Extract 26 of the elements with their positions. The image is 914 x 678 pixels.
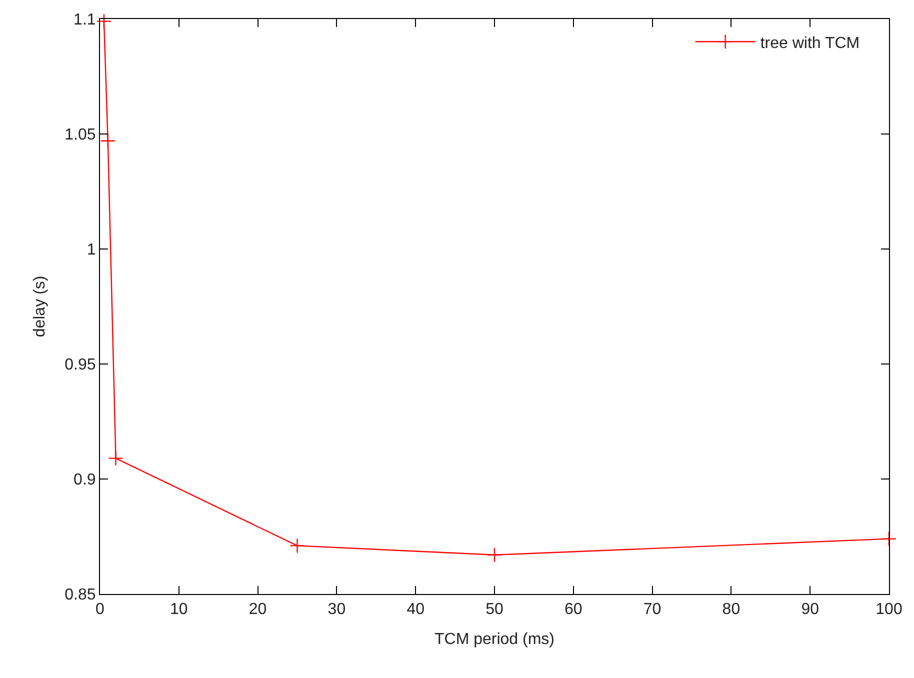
x-tick-label: 70: [643, 601, 662, 618]
y-axis-title: delay (s): [32, 276, 49, 338]
x-tick-label: 50: [486, 601, 504, 618]
x-axis-title: TCM period (ms): [434, 630, 555, 648]
legend-label: tree with TCM: [760, 34, 860, 52]
y-tick-label: 1.05: [64, 126, 96, 144]
x-tick-label: 20: [248, 601, 267, 618]
x-tick-label: 90: [801, 601, 820, 618]
x-tick-label: 10: [170, 601, 188, 618]
point: [100, 133, 116, 148]
point: [290, 538, 305, 554]
x-tick-label: 0: [96, 601, 105, 618]
y-tick-label: 1: [86, 242, 96, 259]
x-tick-label: 60: [564, 601, 582, 618]
x-tick-label: 100: [876, 601, 902, 618]
point: [881, 531, 897, 546]
x-tick-label: 40: [406, 601, 425, 618]
y-tick-label: 0.9: [74, 472, 96, 489]
y-tick-label: 1.1: [74, 12, 96, 29]
y-tick-label: 0.95: [64, 356, 96, 374]
x-tick-label: 80: [722, 601, 740, 618]
point: [486, 547, 502, 562]
x-tick-label: 30: [328, 601, 346, 618]
point: [96, 14, 112, 29]
point: [108, 450, 124, 466]
y-tick-label: 0.85: [64, 586, 96, 604]
